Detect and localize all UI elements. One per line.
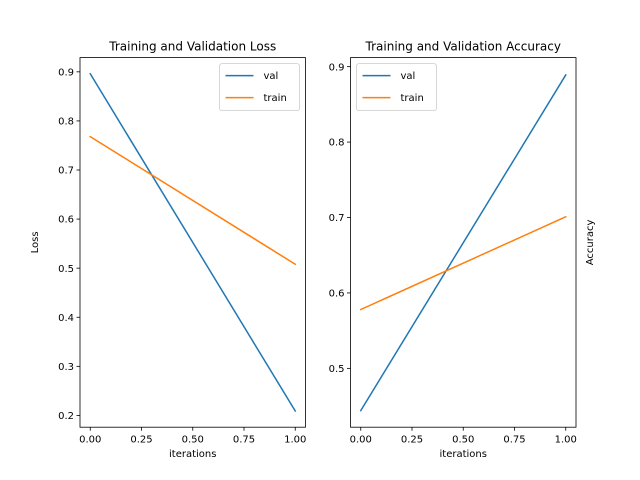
chart-panel-0: 0.00 0.25 0.50 0.75 1.00 0.2 0.3 0.4 0.5 0.6 0.7 0.… — [30, 40, 306, 461]
legend: val train — [219, 63, 300, 111]
x-tick-label: 1.00 — [284, 435, 306, 446]
legend-box — [219, 63, 300, 111]
x-tick-label: 0.00 — [350, 435, 372, 446]
legend-label: val — [264, 71, 279, 82]
y-tick-label: 0.8 — [58, 117, 74, 128]
x-tick-label: 0.75 — [503, 435, 525, 446]
x-tick-label: 0.50 — [182, 435, 204, 446]
x-axis-label: iterations — [440, 449, 487, 460]
y-axis-label: Loss — [30, 231, 41, 253]
legend-label: train — [401, 93, 424, 104]
legend: val train — [356, 63, 437, 111]
y-tick-label: 0.7 — [329, 213, 345, 224]
x-tick-label: 0.25 — [130, 435, 152, 446]
chart-title: Training and Validation Accuracy — [365, 40, 561, 54]
x-tick-label: 0.25 — [401, 435, 423, 446]
series-line-val — [359, 73, 567, 412]
series-line-val — [89, 72, 297, 413]
x-tick-label: 0.75 — [233, 435, 255, 446]
y-axis-label: Accuracy — [585, 219, 596, 265]
legend-box — [356, 63, 437, 111]
x-axis-label: iterations — [169, 449, 216, 460]
y-tick-label: 0.9 — [329, 62, 345, 73]
y-tick-label: 0.6 — [58, 215, 74, 226]
series-line-train — [89, 135, 297, 266]
y-tick-label: 0.4 — [58, 313, 74, 324]
legend-label: val — [401, 71, 416, 82]
y-tick-label: 0.2 — [58, 411, 74, 422]
y-tick-label: 0.7 — [58, 166, 74, 177]
x-tick-label: 1.00 — [555, 435, 577, 446]
chart-title: Training and Validation Loss — [108, 40, 276, 54]
series-line-train — [359, 215, 567, 311]
y-tick-label: 0.5 — [58, 264, 74, 275]
x-tick-label: 0.50 — [452, 435, 474, 446]
x-tick-label: 0.00 — [79, 435, 101, 446]
y-tick-label: 0.3 — [58, 362, 74, 373]
y-tick-label: 0.6 — [329, 289, 345, 300]
legend-label: train — [264, 93, 287, 104]
chart-panel-1: 0.00 0.25 0.50 0.75 1.00 0.5 0.6 0.7 0.8 0.9 Train… — [329, 40, 596, 461]
y-tick-label: 0.5 — [329, 364, 345, 375]
y-tick-label: 0.9 — [58, 67, 74, 78]
y-tick-label: 0.8 — [329, 138, 345, 149]
